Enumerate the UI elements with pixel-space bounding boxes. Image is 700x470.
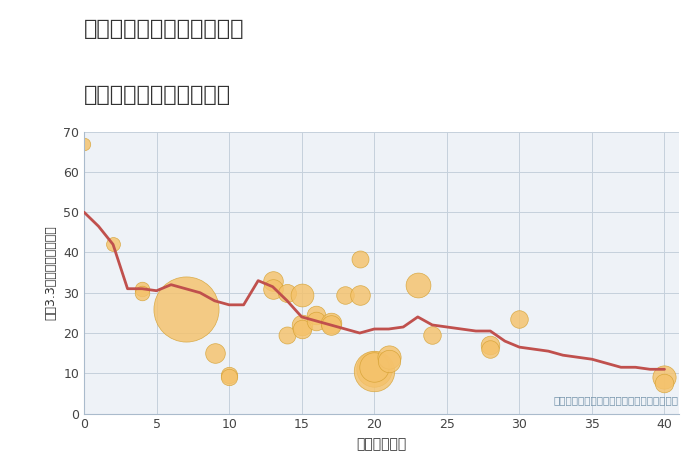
- Point: [369, 363, 380, 371]
- Point: [281, 331, 293, 339]
- Point: [659, 374, 670, 381]
- Text: 兵庫県丹波市春日町古河の: 兵庫県丹波市春日町古河の: [84, 19, 244, 39]
- Point: [484, 345, 496, 353]
- Point: [267, 277, 279, 284]
- Point: [354, 291, 365, 298]
- Point: [412, 281, 423, 289]
- Point: [296, 321, 307, 329]
- Point: [223, 374, 235, 381]
- Point: [311, 317, 322, 325]
- Point: [383, 353, 394, 361]
- Point: [180, 305, 191, 313]
- Point: [369, 366, 380, 373]
- Y-axis label: 坪（3.3㎡）単価（万円）: 坪（3.3㎡）単価（万円）: [45, 225, 57, 320]
- Point: [296, 291, 307, 298]
- Point: [325, 319, 336, 327]
- Point: [340, 291, 351, 298]
- Point: [383, 358, 394, 365]
- Point: [78, 140, 90, 148]
- Point: [354, 255, 365, 262]
- Point: [325, 321, 336, 329]
- Text: 築年数別中古戸建て価格: 築年数別中古戸建て価格: [84, 85, 231, 105]
- Text: 円の大きさは、取引のあった物件面積を示す: 円の大きさは、取引のあった物件面積を示す: [554, 395, 679, 405]
- Point: [369, 368, 380, 375]
- Point: [484, 341, 496, 349]
- Point: [311, 311, 322, 319]
- Point: [659, 380, 670, 387]
- Point: [209, 349, 220, 357]
- Point: [514, 315, 525, 323]
- Point: [267, 285, 279, 292]
- X-axis label: 築年数（年）: 築年数（年）: [356, 437, 407, 451]
- Point: [223, 372, 235, 379]
- Point: [107, 241, 118, 248]
- Point: [136, 289, 148, 297]
- Point: [281, 289, 293, 297]
- Point: [296, 325, 307, 333]
- Point: [136, 285, 148, 292]
- Point: [427, 331, 438, 339]
